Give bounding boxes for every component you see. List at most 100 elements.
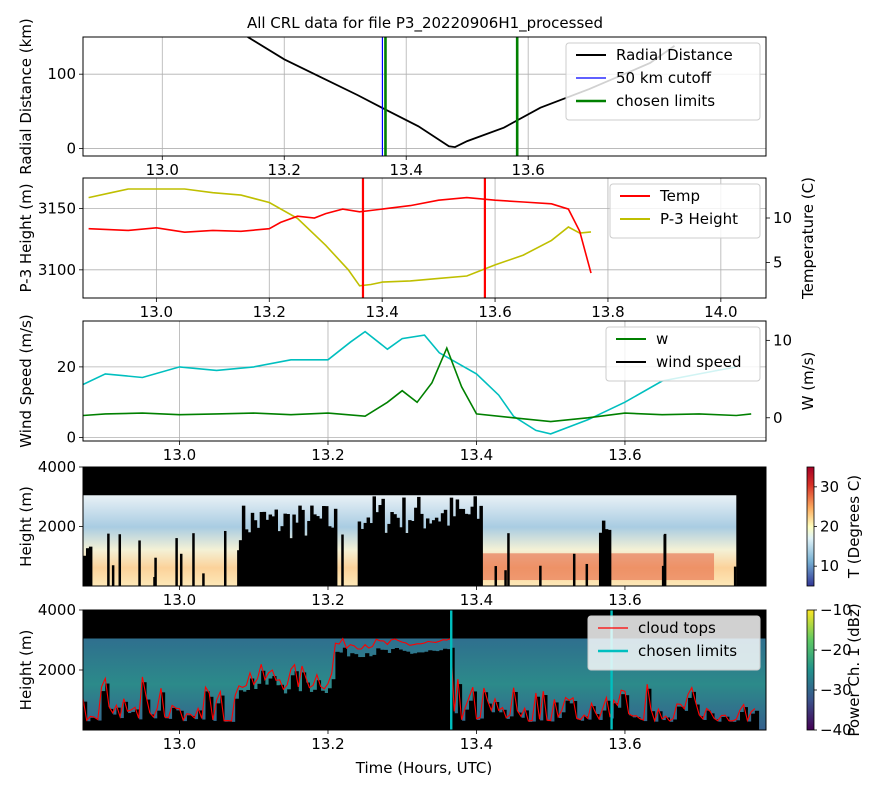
power-curtain-cloud-column: [391, 649, 396, 730]
power-curtain-cloud-column: [160, 692, 166, 730]
power-curtain-cloud-column: [606, 700, 611, 730]
temp-curtain-cloud-column: [237, 550, 240, 586]
power-curtain-cloud-column: [695, 704, 700, 730]
temp-curtain-cloud-column: [273, 566, 276, 586]
radial-ylabel: Radial Distance (km): [17, 18, 35, 174]
temp-curtain-xtick-label: 13.4: [460, 591, 493, 609]
wind-xtick-label: 13.2: [311, 446, 344, 464]
height-temp-ylabel: P-3 Height (m): [17, 183, 35, 292]
temp-curtain-cloud-column: [396, 517, 400, 586]
power-curtain-cloud-column: [376, 648, 381, 730]
power-curtain-cloud-column: [428, 650, 433, 730]
temp-curtain-cloud-column: [661, 565, 665, 586]
power-curtain-cloud-column: [379, 649, 385, 730]
power-curtain-cloud-column: [650, 711, 656, 730]
temp-curtain-frame: [82, 466, 767, 587]
power-curtain-cloud-column: [431, 650, 437, 730]
power-curtain-cloud-column: [242, 691, 247, 730]
temp-curtain-cloud-column: [238, 540, 243, 586]
height-temp-xtick-label: 13.2: [253, 303, 286, 321]
power-curtain-cloud-column: [142, 682, 147, 730]
temp-curtain-cloud-column: [452, 516, 457, 586]
temp-curtain-cloud-column: [585, 563, 589, 586]
power-curtain-cloud-column: [383, 649, 388, 730]
power-curtain-cloud-column: [688, 697, 693, 730]
temp-curtain-cloud-column: [107, 533, 110, 586]
wind-ytick-label: 0: [66, 428, 76, 446]
temp-curtain-cloud-column: [244, 529, 249, 586]
power-curtain-cloud-column: [112, 714, 117, 730]
power-curtain-legend-label: cloud tops: [638, 619, 716, 637]
wind-xtick-label: 13.0: [163, 446, 196, 464]
power-curtain-cloud-column: [509, 716, 515, 730]
power-curtain-cloud-column: [732, 721, 737, 730]
temp-curtain-cloud-column: [372, 496, 377, 586]
temp-curtain-cloud-column: [601, 520, 606, 586]
power-curtain-cloud-column: [224, 721, 229, 730]
power-curtain-cloud-column: [658, 711, 663, 730]
power-curtain-cloud-column: [108, 708, 114, 730]
temp-curtain-cloud-column: [414, 507, 418, 586]
power-curtain-cloud-column: [673, 719, 678, 730]
temp-curtain-cloud-column: [325, 506, 329, 586]
power-curtain-cloud-column: [546, 721, 552, 730]
temp-curtain-colorbar-tick-label: 20: [820, 518, 839, 536]
power-curtain-colorbar-tick-label: −40: [820, 721, 852, 739]
power-curtain-cloud-column: [227, 721, 232, 730]
temp-curtain-cloud-column: [250, 512, 255, 586]
temp-curtain-xtick-label: 13.2: [311, 591, 344, 609]
power-curtain-cloud-column: [175, 710, 181, 730]
power-curtain-cloud-column: [639, 719, 645, 730]
power-curtain-cloud-column: [446, 649, 451, 730]
power-curtain-cloud-column: [424, 651, 429, 730]
radial-frame: [82, 36, 767, 157]
power-curtain-cloud-column: [621, 694, 626, 730]
power-curtain-cloud-column: [580, 720, 585, 730]
temp-curtain-cloud-column: [88, 546, 93, 586]
power-curtain-cloud-column: [149, 714, 155, 730]
power-curtain-cloud-column: [472, 691, 477, 730]
temp-curtain-cloud-column: [479, 505, 483, 586]
power-curtain-cloud-column: [302, 672, 307, 730]
power-curtain-cloud-column: [339, 652, 344, 730]
power-curtain-cloud-column: [272, 676, 277, 730]
power-curtain-cloud-column: [253, 688, 258, 730]
power-curtain-cloud-column: [264, 684, 270, 730]
figure-title: All CRL data for file P3_20220906H1_proc…: [247, 14, 603, 33]
temp-curtain-cloud-column: [363, 522, 368, 586]
power-curtain-cloud-column: [483, 692, 489, 730]
temp-curtain-cloud-column: [253, 520, 258, 586]
temp-curtain-cloud-column: [307, 520, 311, 586]
wind-legend-label: wind speed: [656, 353, 742, 371]
power-curtain-cloud-column: [190, 715, 195, 730]
temp-curtain-cloud-column: [330, 527, 335, 586]
power-curtain-cloud-column: [721, 716, 726, 730]
cloud-tops-line: [83, 637, 756, 723]
temp-curtain-cloud-column: [327, 526, 332, 586]
power-curtain-cloud-column: [123, 701, 129, 730]
power-curtain-cloud-column: [209, 696, 214, 730]
power-curtain-cloud-column: [680, 706, 685, 730]
power-curtain-cloud-column: [502, 709, 507, 730]
temp-curtain-cloud-column: [268, 514, 273, 586]
temp-curtain-cloud-column: [598, 532, 603, 586]
temp-curtain-cloud-column: [241, 505, 246, 586]
temp-curtain-cloud-column: [458, 508, 463, 586]
temp-curtain-xtick-label: 13.6: [608, 591, 641, 609]
power-curtain-cloud-column: [528, 721, 533, 730]
power-curtain-cloud-column: [168, 718, 173, 730]
temp-curtain-cloud-column: [437, 521, 442, 586]
power-curtain-colorbar-tick-label: −10: [820, 601, 852, 619]
temp-curtain-cloud-column: [138, 540, 141, 586]
temp-curtain-cloud-column: [223, 530, 227, 586]
wind-legend-label: w: [656, 330, 668, 348]
temp-curtain-cloud-column: [298, 505, 302, 586]
power-curtain-cloud-column: [591, 706, 596, 730]
x-axis-label: Time (Hours, UTC): [355, 759, 492, 777]
temp-curtain-cloud-column: [85, 548, 90, 586]
power-curtain-cloud-column: [246, 689, 251, 730]
temp-curtain-cloud-column: [417, 496, 421, 586]
power-curtain-cloud-column: [198, 710, 203, 730]
height-temp-ytick-right-label: 5: [773, 253, 783, 271]
temp-curtain-cloud-column: [259, 511, 264, 586]
